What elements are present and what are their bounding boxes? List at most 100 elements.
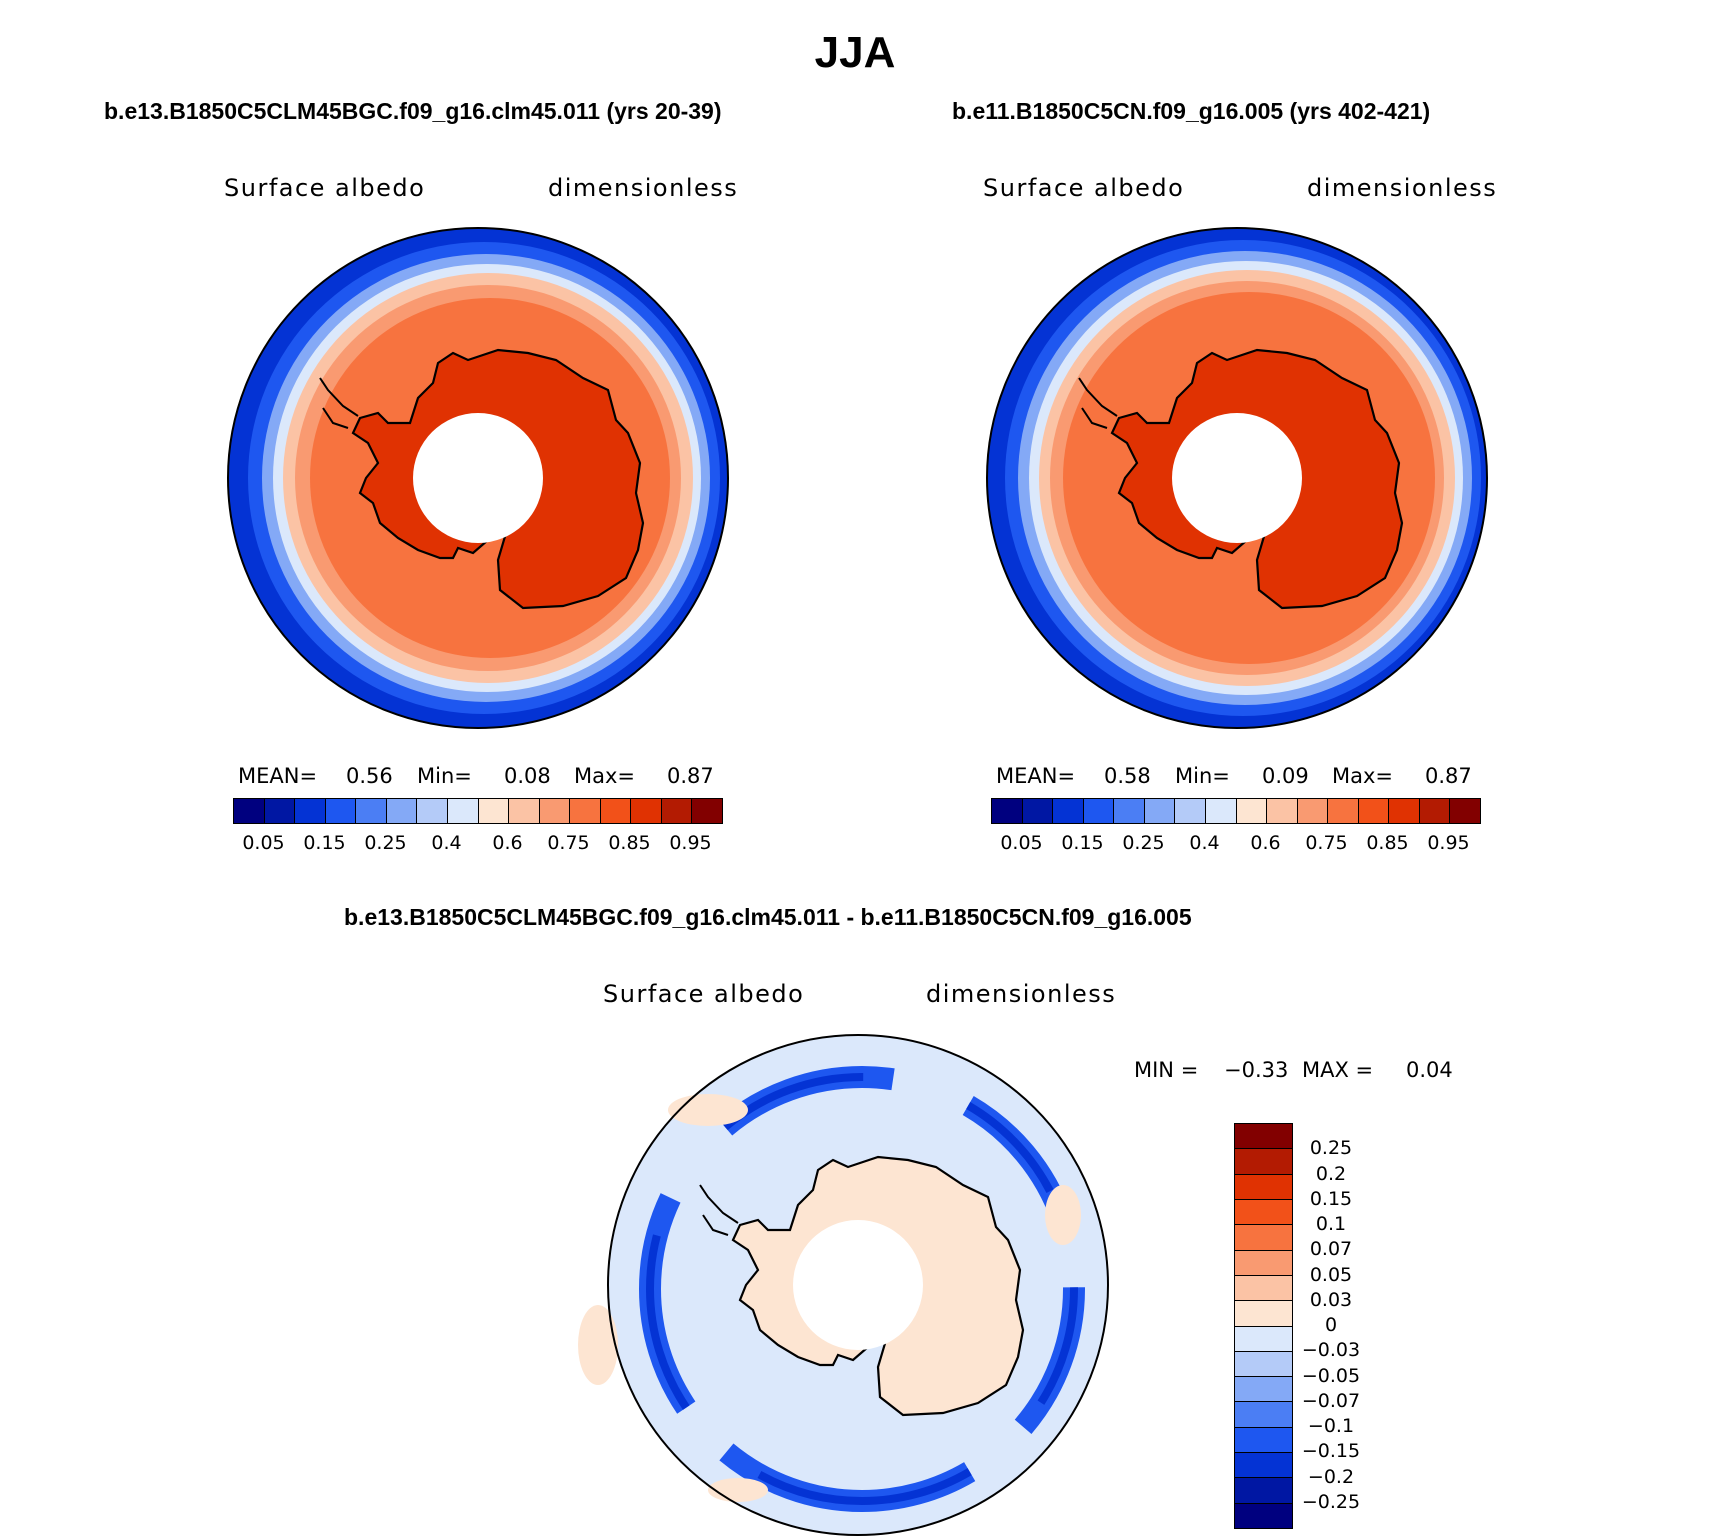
panel-1-colorbar-swatch xyxy=(234,799,265,823)
panel-1-mean-value: 0.56 xyxy=(346,764,393,788)
panel-2-min-value: 0.09 xyxy=(1262,764,1309,788)
panel-1-colorbar-swatch xyxy=(356,799,387,823)
panel-1-colorbar-swatch xyxy=(478,799,510,823)
panel-1-colorbar-swatch xyxy=(264,799,296,823)
diff-positive-patch-3 xyxy=(1045,1185,1081,1245)
panel-1-colorbar-swatch xyxy=(447,799,479,823)
panel-1-colorbar-swatch xyxy=(295,799,326,823)
panel-2-colorbar-swatch xyxy=(1328,799,1359,823)
panel-2-colorbar-swatch xyxy=(1205,799,1237,823)
diff-colorbar-tick-label: −0.05 xyxy=(1301,1364,1361,1387)
panel-2-colorbar-swatch xyxy=(1114,799,1145,823)
diff-colorbar-tick-label: 0.2 xyxy=(1315,1162,1347,1185)
panel-1-colorbar-tick-label: 0.15 xyxy=(303,832,346,854)
panel-2-units-label: dimensionless xyxy=(1307,174,1498,202)
panel-2-colorbar-swatch xyxy=(1236,799,1268,823)
panel-2-colorbar-tick-label: 0.4 xyxy=(1189,832,1220,854)
panel-1-max-label: Max= xyxy=(574,764,636,788)
panel-2-colorbar-swatch xyxy=(1022,799,1054,823)
panel-1-colorbar-tick-label: 0.85 xyxy=(608,832,651,854)
diff-colorbar-swatch xyxy=(1235,1174,1292,1200)
panel-2-mean-value: 0.58 xyxy=(1104,764,1151,788)
panel-1-variable-label: Surface albedo xyxy=(224,174,426,202)
panel-1-colorbar-tick-label: 0.95 xyxy=(669,832,712,854)
diff-units-label: dimensionless xyxy=(926,980,1117,1008)
diff-colorbar-swatch xyxy=(1235,1149,1292,1175)
diff-colorbar-tick-label: 0.05 xyxy=(1309,1263,1353,1286)
panel-1-min-value: 0.08 xyxy=(504,764,551,788)
panel-2-colorbar-tick-label: 0.85 xyxy=(1366,832,1409,854)
diff-colorbar-tick-label: −0.03 xyxy=(1301,1339,1361,1362)
panel-2-colorbar-swatch xyxy=(992,799,1023,823)
panel-2-colorbar-tick-label: 0.6 xyxy=(1250,832,1281,854)
panel-1-colorbar-tick-label: 0.6 xyxy=(492,832,523,854)
panel-2-colorbar-swatch xyxy=(1358,799,1390,823)
panel-2-colorbar xyxy=(991,798,1481,824)
panel-2-colorbar-swatch xyxy=(1297,799,1329,823)
panel-1-map xyxy=(227,227,729,729)
panel-2-variable-label: Surface albedo xyxy=(983,174,1185,202)
panel-2-mean-label: MEAN= xyxy=(996,764,1076,788)
diff-colorbar-tick-label: −0.15 xyxy=(1301,1440,1361,1463)
panel-2-max-value: 0.87 xyxy=(1425,764,1472,788)
panel-2-max-label: Max= xyxy=(1332,764,1394,788)
panel-1-colorbar-swatch xyxy=(539,799,571,823)
panel-1-colorbar-swatch xyxy=(631,799,662,823)
diff-colorbar-swatch xyxy=(1235,1402,1292,1428)
diff-colorbar-swatch xyxy=(1235,1427,1292,1454)
panel-1-pole-hole xyxy=(413,413,543,543)
panel-2-colorbar-swatch xyxy=(1450,799,1480,823)
panel-1-max-value: 0.87 xyxy=(667,764,714,788)
figure-title: JJA xyxy=(814,28,896,77)
diff-colorbar-swatch xyxy=(1235,1124,1292,1150)
panel-1-colorbar-swatch xyxy=(386,799,418,823)
panel-1-mean-label: MEAN= xyxy=(238,764,318,788)
diff-colorbar-labels: 0.25 0.2 0.15 0.1 0.07 0.05 0.03 0 −0.03 −0.05 −0.… xyxy=(1298,1123,1388,1527)
diff-colorbar-swatch xyxy=(1235,1478,1292,1504)
diff-colorbar-swatch xyxy=(1235,1225,1292,1251)
diff-max-value: 0.04 xyxy=(1406,1058,1453,1082)
panel-2-colorbar-tick-label: 0.25 xyxy=(1122,832,1165,854)
diff-colorbar-tick-label: −0.1 xyxy=(1307,1415,1355,1437)
panel-1-colorbar-swatch xyxy=(570,799,601,823)
diff-seaice-edge-core xyxy=(646,1073,1078,1505)
diff-colorbar-tick-label: 0.07 xyxy=(1309,1238,1353,1261)
diff-colorbar-swatch xyxy=(1235,1503,1292,1528)
diff-colorbar-tick-label: −0.25 xyxy=(1301,1490,1361,1513)
diff-variable-label: Surface albedo xyxy=(603,980,805,1008)
diff-positive-patch-2 xyxy=(578,1305,618,1385)
panel-1-units-label: dimensionless xyxy=(548,174,739,202)
diff-map xyxy=(578,1034,1109,1536)
panel-2-colorbar-swatch xyxy=(1053,799,1084,823)
diff-colorbar-swatch xyxy=(1235,1351,1292,1378)
panel-1-colorbar-swatch xyxy=(325,799,357,823)
panel-1-frame xyxy=(227,227,729,729)
diff-colorbar-tick-label: −0.2 xyxy=(1307,1465,1355,1488)
panel-2-colorbar-swatch xyxy=(1083,799,1115,823)
panel-1-colorbar xyxy=(233,798,723,824)
diff-colorbar-swatch xyxy=(1235,1250,1292,1276)
panel-2-colorbar-swatch xyxy=(1389,799,1420,823)
diff-frame xyxy=(607,1034,1109,1536)
diff-title: b.e13.B1850C5CLM45BGC.f09_g16.clm45.011 … xyxy=(344,904,1192,930)
panel-2-pole-hole xyxy=(1172,413,1302,543)
panel-2-frame xyxy=(986,227,1488,729)
diff-positive-patch-4 xyxy=(708,1478,768,1502)
panel-2-colorbar-tick-label: 0.15 xyxy=(1061,832,1104,854)
panel-2-case-title: b.e11.B1850C5CN.f09_g16.005 (yrs 402-421… xyxy=(952,98,1431,124)
diff-pole-hole xyxy=(793,1220,923,1350)
diff-colorbar-tick-label: 0.25 xyxy=(1309,1137,1353,1160)
diff-min-value: −0.33 xyxy=(1224,1058,1289,1082)
diff-colorbar-tick-label: 0.1 xyxy=(1315,1213,1347,1235)
diff-colorbar-swatch xyxy=(1235,1453,1292,1479)
panel-1-case-title: b.e13.B1850C5CLM45BGC.f09_g16.clm45.011 … xyxy=(104,98,722,124)
diff-colorbar-tick-label: −0.07 xyxy=(1301,1389,1361,1412)
diff-colorbar-swatch xyxy=(1235,1275,1292,1302)
panel-1-min-label: Min= xyxy=(417,764,472,788)
diff-colorbar-swatch xyxy=(1235,1326,1292,1352)
panel-2-colorbar-tick-label: 0.75 xyxy=(1305,832,1348,854)
panel-2-colorbar-swatch xyxy=(1419,799,1451,823)
diff-colorbar-swatch xyxy=(1235,1199,1292,1226)
panel-1-colorbar-swatch xyxy=(692,799,722,823)
